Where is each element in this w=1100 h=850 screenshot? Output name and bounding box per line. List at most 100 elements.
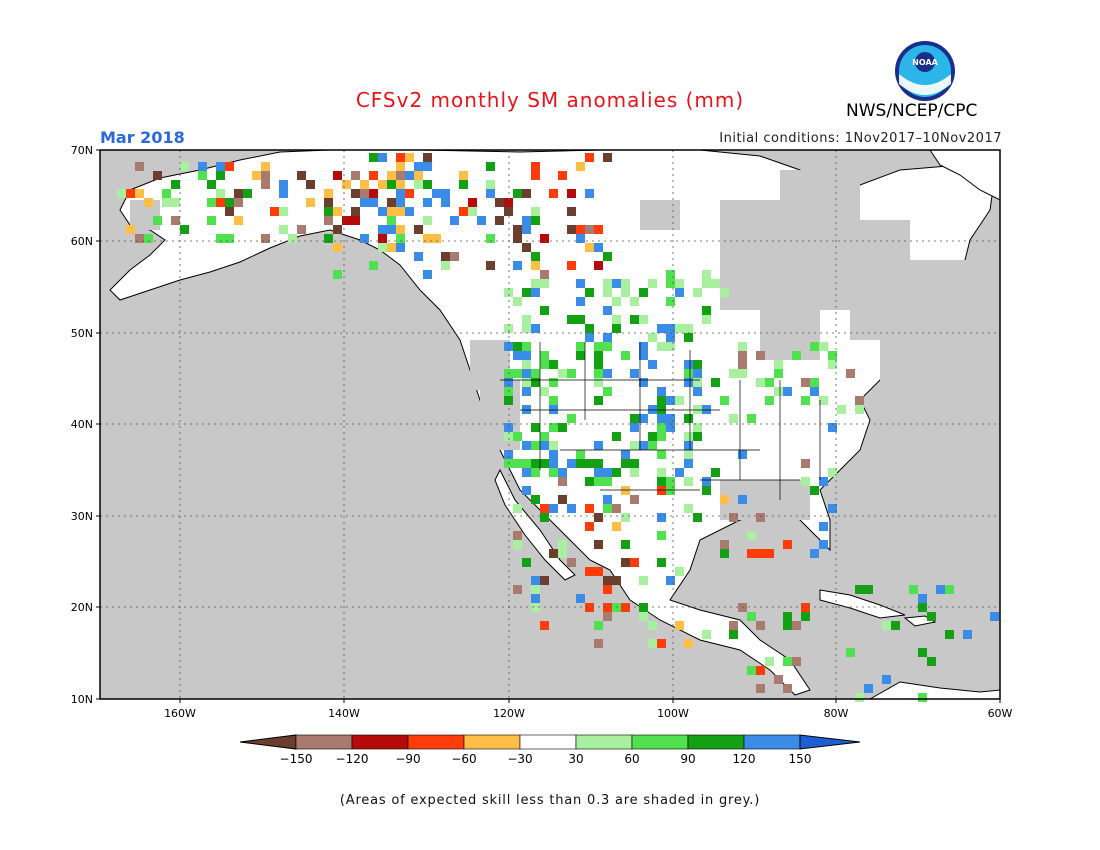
anomaly-cell (117, 189, 126, 198)
anomaly-cell (549, 405, 558, 414)
anomaly-cell (585, 324, 594, 333)
anomaly-cell (216, 162, 225, 171)
anomaly-cell (792, 621, 801, 630)
anomaly-cell (135, 234, 144, 243)
anomaly-cell (810, 549, 819, 558)
anomaly-cell (531, 279, 540, 288)
anomaly-cell (558, 468, 567, 477)
anomaly-cell (531, 162, 540, 171)
anomaly-cell (765, 549, 774, 558)
anomaly-cell (576, 342, 585, 351)
anomaly-cell (738, 369, 747, 378)
anomaly-cell (126, 225, 135, 234)
anomaly-cell (540, 270, 549, 279)
colorbar-swatch (351, 734, 409, 750)
anomaly-cell (423, 180, 432, 189)
anomaly-cell (693, 360, 702, 369)
anomaly-cell (684, 333, 693, 342)
axis-ticks (96, 149, 1001, 703)
anomaly-cell (846, 369, 855, 378)
anomaly-cell (531, 216, 540, 225)
anomaly-cell (531, 171, 540, 180)
anomaly-cell (630, 495, 639, 504)
anomaly-cell (594, 621, 603, 630)
anomaly-cell (513, 225, 522, 234)
anomaly-cell (261, 162, 270, 171)
anomaly-cell (297, 171, 306, 180)
anomaly-cell (513, 459, 522, 468)
anomaly-cell (531, 423, 540, 432)
anomaly-cell (261, 234, 270, 243)
anomaly-cell (594, 261, 603, 270)
anomaly-cell (441, 189, 450, 198)
anomaly-cell (441, 198, 450, 207)
anomaly-cell (549, 396, 558, 405)
anomaly-cell (396, 162, 405, 171)
anomaly-cell (918, 603, 927, 612)
anomaly-cell (594, 477, 603, 486)
anomaly-cell (630, 459, 639, 468)
anomaly-cell (369, 198, 378, 207)
anomaly-cell (405, 171, 414, 180)
anomaly-cell (828, 351, 837, 360)
anomaly-cell (792, 657, 801, 666)
anomaly-cell (522, 225, 531, 234)
anomaly-cell (549, 441, 558, 450)
anomaly-cell (225, 162, 234, 171)
lat-label: 20N (71, 601, 93, 614)
anomaly-cell (603, 387, 612, 396)
anomaly-cell (558, 540, 567, 549)
anomaly-cell (801, 477, 810, 486)
anomaly-cell (855, 396, 864, 405)
anomaly-cell (747, 612, 756, 621)
anomaly-cell (522, 288, 531, 297)
anomaly-cell (828, 468, 837, 477)
anomaly-cell (684, 639, 693, 648)
colorbar-swatch (575, 734, 633, 750)
anomaly-cell (621, 603, 630, 612)
anomaly-cell (405, 207, 414, 216)
anomaly-cell (522, 351, 531, 360)
anomaly-cell (495, 198, 504, 207)
anomaly-cell (630, 297, 639, 306)
colorbar: −150 −120 −90 −60 −30 30 60 90 120 150 (239, 734, 861, 766)
anomaly-cell (729, 513, 738, 522)
noaa-logo: NOAA (894, 40, 956, 102)
anomaly-cell (576, 450, 585, 459)
anomaly-cell (603, 369, 612, 378)
anomaly-cell (414, 162, 423, 171)
anomaly-cell (864, 585, 873, 594)
anomaly-cell (729, 621, 738, 630)
anomaly-cell (549, 189, 558, 198)
anomaly-cell (324, 207, 333, 216)
anomaly-cell (396, 189, 405, 198)
colorbar-swatch (743, 734, 801, 750)
anomaly-cell (792, 351, 801, 360)
colorbar-tick-label: 30 (568, 752, 583, 766)
anomaly-cell (702, 405, 711, 414)
anomaly-cell (522, 468, 531, 477)
anomaly-cell (603, 468, 612, 477)
anomaly-cell (630, 558, 639, 567)
anomaly-cell (666, 324, 675, 333)
anomaly-cell (513, 531, 522, 540)
anomaly-cell (576, 351, 585, 360)
anomaly-cell (351, 207, 360, 216)
anomaly-cell (513, 504, 522, 513)
anomaly-cell (567, 261, 576, 270)
anomaly-cell (666, 333, 675, 342)
anomaly-cell (162, 189, 171, 198)
anomaly-cell (693, 288, 702, 297)
anomaly-cell (396, 243, 405, 252)
anomaly-cell (594, 378, 603, 387)
anomaly-cell (378, 180, 387, 189)
colorbar-tick-label: −120 (336, 752, 369, 766)
anomaly-cell (684, 459, 693, 468)
anomaly-cell (684, 378, 693, 387)
anomaly-cell (504, 432, 513, 441)
anomaly-cell (594, 459, 603, 468)
anomaly-cell (801, 378, 810, 387)
anomaly-cell (522, 189, 531, 198)
state-boundaries (500, 342, 821, 500)
